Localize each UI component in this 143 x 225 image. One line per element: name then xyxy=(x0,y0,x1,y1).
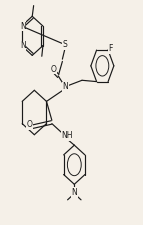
Text: NH: NH xyxy=(61,131,73,140)
Text: O: O xyxy=(50,65,56,74)
Text: N: N xyxy=(20,22,26,31)
Text: N: N xyxy=(62,82,68,91)
Text: O: O xyxy=(27,120,33,129)
Text: N: N xyxy=(20,41,26,50)
Text: F: F xyxy=(108,45,113,54)
Text: N: N xyxy=(72,188,77,197)
Text: S: S xyxy=(63,40,67,49)
